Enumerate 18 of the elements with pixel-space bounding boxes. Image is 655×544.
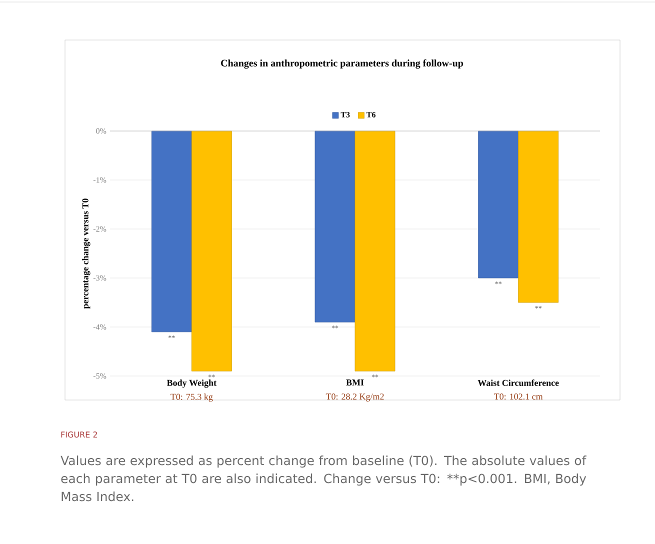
- text: T0: 75.3 kg: [170, 394, 213, 402]
- legend-label: T3: [340, 112, 350, 118]
- text: T0: 102.1 cm: [494, 394, 543, 400]
- text: T0: 28.2 Kg/m2: [326, 394, 384, 402]
- y-tick-label: 0%: [96, 128, 106, 134]
- y-tick-label: -2%: [93, 226, 106, 232]
- x-tick-label: Waist Circumference: [478, 380, 559, 386]
- y-tick-label: -1%: [93, 177, 106, 183]
- text: Values are expressed as percent change from baseline (T0). The absolute values of each parameter at T0 are also indicated. Change versus T0: **p<0.001. BMI, Body Mass Index.: [60, 456, 586, 502]
- y-tick-label: -4%: [93, 324, 106, 330]
- y-tick-label: -3%: [93, 275, 106, 281]
- chart-title: Changes in anthropometric parameters during follow-up: [221, 59, 464, 69]
- x-tick-label: Body Weight: [166, 380, 217, 388]
- caption: FIGURE 2: [61, 432, 97, 438]
- x-tick-label: BMI: [346, 380, 364, 386]
- y-tick-label: -5%: [93, 373, 106, 379]
- y-axis-title: percentage change versus T0: [82, 198, 90, 309]
- legend-label: T6: [366, 112, 376, 118]
